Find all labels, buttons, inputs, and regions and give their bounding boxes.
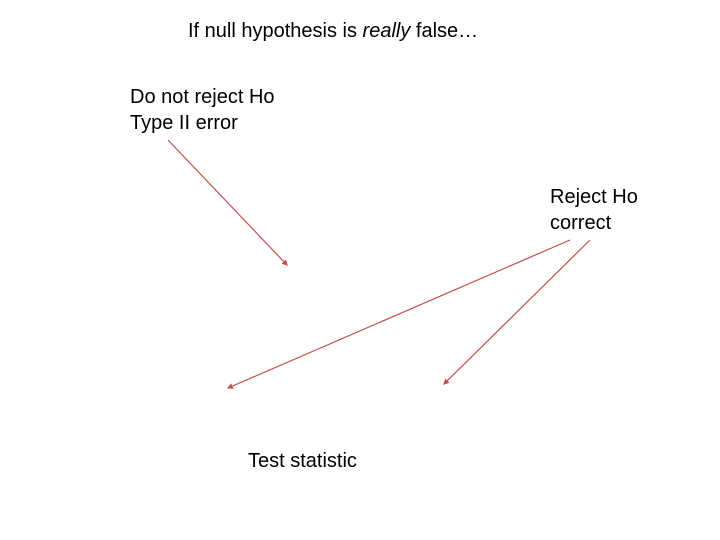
right-label-block: Reject Ho correct [550,184,638,236]
title-italic: really [363,20,411,42]
title-prefix: If null hypothesis is [188,20,363,42]
arrow-line [228,240,570,388]
bottom-label: Test statistic [248,448,357,474]
right-label-line1: Reject Ho [550,184,638,210]
arrow-line [444,240,590,384]
arrows-layer [0,0,720,540]
left-label-line1: Do not reject Ho [130,84,275,110]
left-label-block: Do not reject Ho Type II error [130,84,275,136]
arrow-line [168,140,287,265]
left-label-line2: Type II error [130,110,275,136]
title-suffix: false… [410,20,478,42]
title-text: If null hypothesis is really false… [188,18,478,44]
right-label-line2: correct [550,210,638,236]
bottom-label-text: Test statistic [248,450,357,472]
